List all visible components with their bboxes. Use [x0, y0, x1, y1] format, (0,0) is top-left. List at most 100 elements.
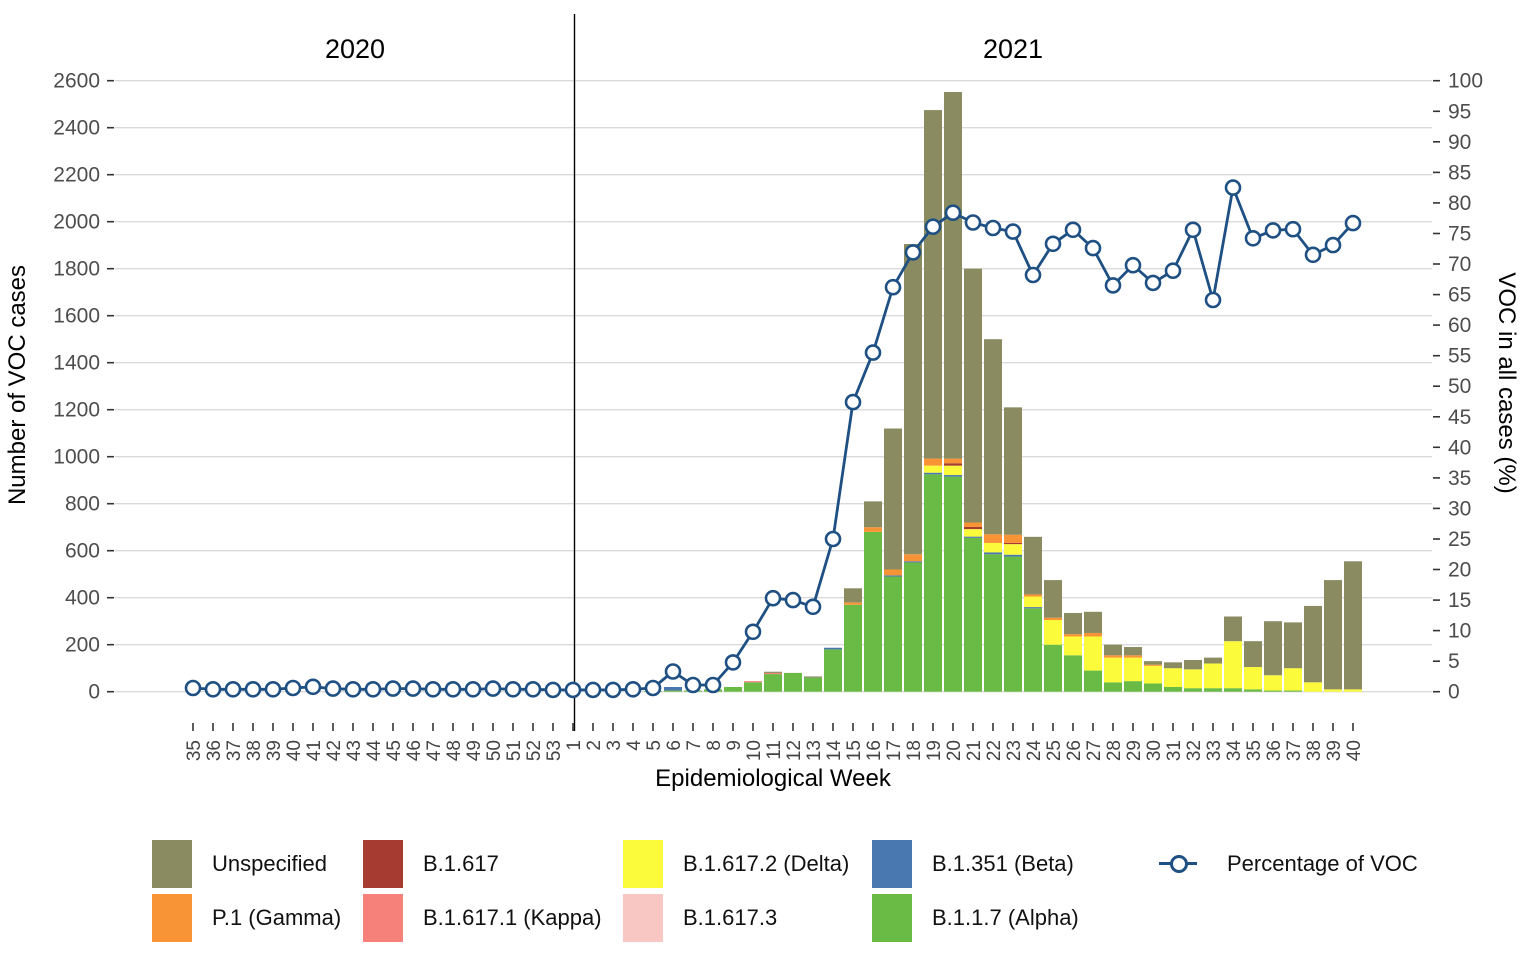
bar-segment-beta — [664, 687, 682, 691]
bar-segment-alpha — [884, 576, 902, 692]
svg-text:38: 38 — [1304, 740, 1325, 761]
bar-segment-gamma — [904, 554, 922, 562]
svg-text:1400: 1400 — [53, 352, 100, 375]
svg-text:5: 5 — [644, 740, 665, 751]
line-marker — [784, 591, 802, 609]
svg-text:45: 45 — [1448, 406, 1471, 429]
legend-label: Percentage of VOC — [1227, 851, 1418, 876]
line-marker — [1164, 262, 1182, 280]
svg-text:49: 49 — [464, 740, 485, 761]
bar-segment-gamma — [1124, 655, 1142, 658]
line-marker — [544, 681, 562, 699]
bar-segment-alpha — [1224, 688, 1242, 692]
svg-text:37: 37 — [224, 740, 245, 761]
bar-segment-gamma — [984, 534, 1002, 543]
bar-segment-gamma — [1024, 594, 1042, 597]
svg-text:6: 6 — [664, 740, 685, 751]
bar-segment-gamma — [1004, 534, 1022, 543]
svg-text:19: 19 — [924, 740, 945, 761]
svg-text:70: 70 — [1448, 253, 1471, 276]
bar-segment-alpha — [724, 687, 742, 692]
bar-segment-unspecified — [1084, 611, 1102, 633]
svg-text:36: 36 — [1264, 740, 1285, 761]
svg-text:51: 51 — [504, 740, 525, 761]
svg-text:3: 3 — [604, 740, 625, 751]
line-marker — [944, 204, 962, 221]
bar-segment-delta — [1184, 669, 1202, 689]
bar-segment-delta — [1244, 667, 1262, 690]
svg-text:1200: 1200 — [53, 399, 100, 422]
line-marker — [1004, 223, 1022, 240]
bar-segment-delta — [1224, 641, 1242, 689]
svg-text:200: 200 — [65, 634, 100, 657]
svg-text:0: 0 — [1448, 681, 1460, 704]
bar-segment-kappa — [744, 681, 762, 683]
svg-text:48: 48 — [444, 740, 465, 761]
bar-segment-unspecified — [1004, 407, 1022, 535]
svg-text:31: 31 — [1164, 740, 1185, 761]
bar-segment-alpha — [804, 677, 822, 692]
legend-swatch-unspecified — [152, 840, 192, 888]
line-marker — [824, 530, 842, 548]
bar-segment-delta — [1064, 636, 1082, 656]
bar-segment-alpha — [1004, 556, 1022, 692]
line-marker — [1284, 220, 1302, 238]
svg-text:24: 24 — [1024, 740, 1045, 762]
bar-segment-unspecified — [804, 676, 822, 678]
bar-segment-gamma — [1084, 632, 1102, 637]
bar-segment-alpha — [1244, 689, 1262, 692]
bar-segment-alpha — [824, 649, 842, 692]
line-marker — [844, 393, 862, 411]
line-marker — [504, 680, 522, 698]
legend-label: Unspecified — [212, 851, 327, 876]
svg-text:10: 10 — [744, 740, 765, 761]
svg-text:2: 2 — [584, 740, 605, 751]
bar-segment-unspecified — [1024, 536, 1042, 595]
svg-text:600: 600 — [65, 540, 100, 563]
bar-segment-delta — [944, 465, 962, 476]
bar-segment-gamma — [1144, 664, 1162, 666]
svg-text:39: 39 — [1324, 740, 1345, 761]
bar-segment-alpha — [664, 690, 682, 692]
bar-segment-unspecified — [1044, 580, 1062, 618]
bar-segment-delta — [1084, 636, 1102, 671]
line-marker — [1184, 221, 1202, 239]
svg-text:47: 47 — [424, 740, 445, 761]
bar-segment-delta — [1324, 689, 1342, 692]
svg-text:40: 40 — [1344, 740, 1365, 761]
svg-text:27: 27 — [1084, 740, 1105, 761]
bar-segment-unspecified — [1124, 647, 1142, 656]
legend-label: B.1.617.2 (Delta) — [683, 851, 850, 876]
line-marker — [904, 244, 922, 261]
legend-swatch-beta — [872, 840, 912, 888]
svg-text:80: 80 — [1448, 192, 1471, 215]
svg-text:34: 34 — [1224, 740, 1245, 762]
svg-text:41: 41 — [304, 740, 325, 761]
legend-label: B.1.617.1 (Kappa) — [423, 905, 602, 930]
y-axis-title-right: VOC in all cases (%) — [1493, 272, 1520, 494]
bar-segment-alpha — [964, 537, 982, 692]
bar-segment-beta — [1024, 607, 1042, 609]
bar-segment-alpha — [744, 682, 762, 692]
svg-text:20: 20 — [1448, 559, 1471, 582]
facet-label-2021: 2021 — [982, 34, 1044, 64]
bar-segment-delta — [1304, 682, 1322, 692]
line-marker — [584, 681, 602, 699]
svg-text:28: 28 — [1104, 740, 1125, 761]
line-marker — [344, 680, 362, 698]
bar-segment-gamma — [1044, 617, 1062, 621]
bar-segment-alpha — [1064, 655, 1082, 692]
bar-segment-delta — [1024, 596, 1042, 608]
bar-segment-beta — [1004, 554, 1022, 557]
line-marker — [1204, 291, 1222, 309]
svg-text:8: 8 — [704, 740, 725, 751]
bar-segment-unspecified — [1344, 561, 1362, 690]
line-marker — [464, 680, 482, 698]
line-marker — [1304, 246, 1322, 264]
svg-text:35: 35 — [184, 740, 205, 761]
line-marker — [524, 680, 542, 698]
svg-text:25: 25 — [1044, 740, 1065, 761]
left-axis: 0 200 400 600 800 1000 1200 1400 1600 1800 2000 220… — [53, 70, 114, 704]
bar-segment-alpha — [1184, 688, 1202, 692]
line-marker — [884, 278, 902, 296]
